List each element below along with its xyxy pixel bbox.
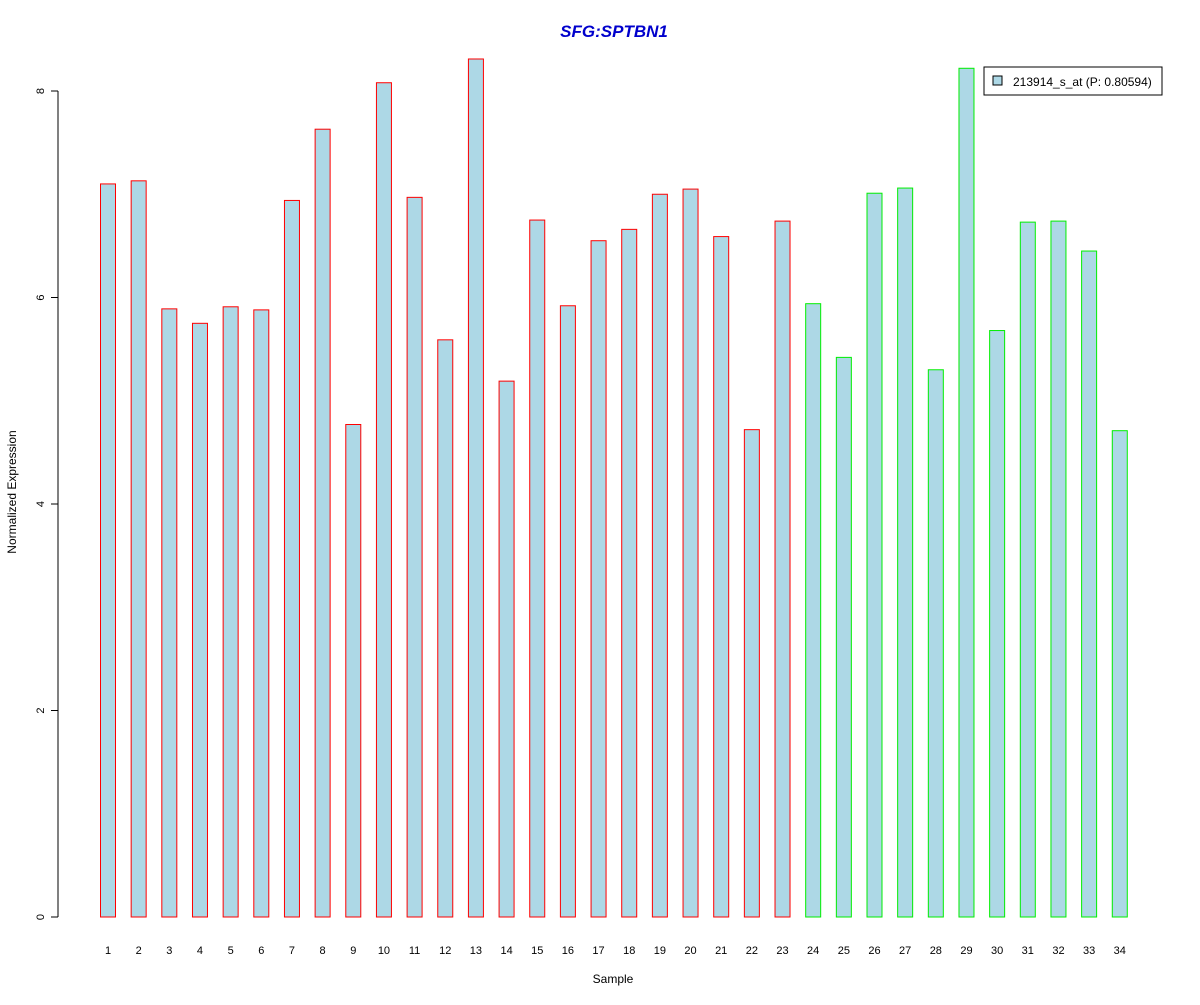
x-tick-label: 5 <box>228 945 234 957</box>
bar-sample-11 <box>406 196 423 918</box>
y-tick-label: 2 <box>35 707 47 713</box>
bar-sample-20 <box>682 188 699 918</box>
x-tick-label: 10 <box>378 945 390 957</box>
bar-sample-28 <box>927 369 944 918</box>
bar-sample-4 <box>191 322 208 918</box>
bar-sample-1 <box>100 183 116 918</box>
bar-sample-5 <box>222 306 239 918</box>
bar-sample-2 <box>130 180 147 918</box>
x-tick-label: 26 <box>868 945 880 957</box>
bar-sample-17 <box>590 240 607 918</box>
y-axis-label: Normalized Expression <box>5 430 19 553</box>
bar-sample-15 <box>529 219 546 918</box>
bar-sample-31 <box>1019 221 1036 918</box>
x-tick-label: 29 <box>960 945 972 957</box>
x-tick-label: 22 <box>746 945 758 957</box>
bar-sample-6 <box>253 309 270 918</box>
bar-sample-8 <box>314 128 331 918</box>
x-tick-label: 18 <box>623 945 635 957</box>
x-tick-label: 6 <box>258 945 264 957</box>
x-tick-label: 25 <box>838 945 850 957</box>
bar-sample-24 <box>805 303 822 918</box>
bar-sample-29 <box>958 67 975 918</box>
bar-sample-9 <box>345 424 362 918</box>
bar-sample-22 <box>743 429 760 918</box>
y-tick-label: 0 <box>35 914 47 920</box>
bar-sample-12 <box>437 339 454 918</box>
x-tick-label: 11 <box>409 945 420 957</box>
y-tick-label: 8 <box>35 88 47 94</box>
legend-label: 213914_s_at (P: 0.80594) <box>1013 75 1152 89</box>
bar-sample-23 <box>774 220 791 918</box>
bar-sample-33 <box>1081 250 1098 918</box>
x-tick-label: 30 <box>991 945 1003 957</box>
legend-box <box>983 66 1163 96</box>
x-tick-label: 8 <box>320 945 326 957</box>
x-tick-label: 21 <box>715 945 727 957</box>
x-tick-label: 23 <box>776 945 788 957</box>
legend-swatch <box>992 75 1003 86</box>
x-tick-label: 9 <box>350 945 356 957</box>
bar-sample-14 <box>498 380 515 918</box>
bar-sample-3 <box>161 308 178 918</box>
x-tick-labels: 1 2 3 4 5 6 7 8 9 10 11 12 13 14 15 16 17 18 19 20 21 22 23 24 2… <box>105 945 1126 957</box>
bar-sample-30 <box>989 330 1006 918</box>
x-tick-label: 17 <box>592 945 604 957</box>
bar-sample-26 <box>866 192 883 918</box>
x-tick-label: 14 <box>500 945 512 957</box>
bar-sample-34 <box>1111 430 1128 918</box>
y-tick-label: 4 <box>35 501 47 507</box>
bar-sample-19 <box>651 193 668 918</box>
x-tick-label: 3 <box>166 945 172 957</box>
y-tick-label: 6 <box>35 294 47 300</box>
bar-sample-7 <box>283 199 300 918</box>
x-tick-label: 20 <box>684 945 696 957</box>
x-tick-label: 15 <box>531 945 543 957</box>
x-tick-label: 1 <box>105 945 111 957</box>
bar-sample-25 <box>835 356 852 918</box>
x-tick-label: 4 <box>197 945 203 957</box>
bar-sample-16 <box>559 305 576 918</box>
x-tick-label: 16 <box>562 945 574 957</box>
x-tick-label: 33 <box>1083 945 1095 957</box>
x-tick-label: 2 <box>136 945 142 957</box>
x-axis-label: Sample <box>593 972 634 986</box>
x-tick-label: 19 <box>654 945 666 957</box>
bar-sample-27 <box>897 187 914 918</box>
chart-title: SFG:SPTBN1 <box>560 22 668 41</box>
y-axis: 0 2 4 6 8 <box>35 88 59 920</box>
bar-sample-18 <box>621 228 638 918</box>
x-tick-label: 27 <box>899 945 911 957</box>
legend: 213914_s_at (P: 0.80594) <box>983 66 1163 96</box>
x-tick-label: 28 <box>930 945 942 957</box>
bars-group <box>100 58 1128 918</box>
bar-sample-21 <box>713 236 730 918</box>
x-tick-label: 12 <box>439 945 451 957</box>
bar-sample-13 <box>467 58 484 918</box>
x-tick-label: 7 <box>289 945 295 957</box>
x-tick-label: 31 <box>1022 945 1034 957</box>
bar-sample-32 <box>1050 220 1067 918</box>
x-tick-label: 13 <box>470 945 482 957</box>
x-tick-label: 34 <box>1114 945 1126 957</box>
x-tick-label: 32 <box>1052 945 1064 957</box>
x-tick-label: 24 <box>807 945 819 957</box>
bar-sample-10 <box>375 82 392 918</box>
